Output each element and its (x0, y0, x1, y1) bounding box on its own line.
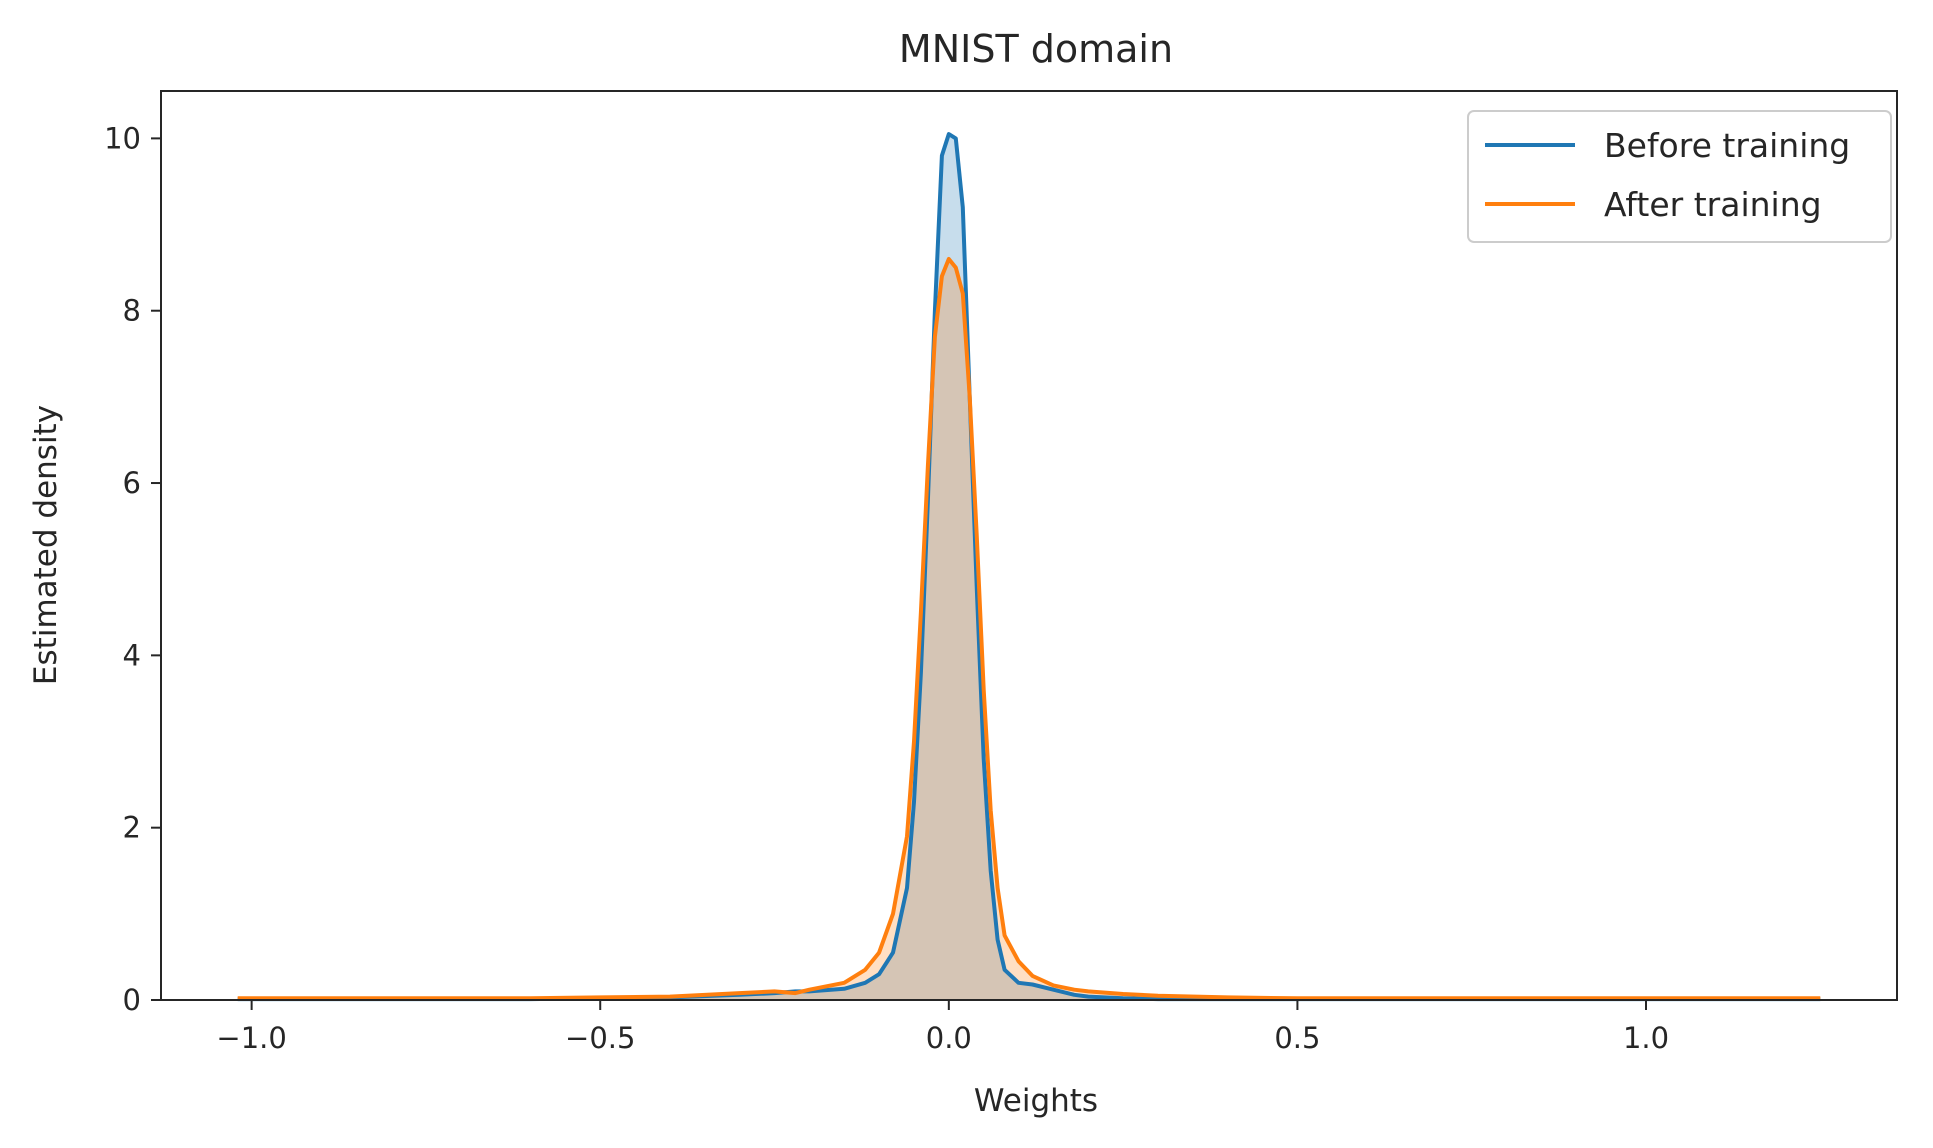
y-tick-label: 10 (104, 121, 141, 155)
density-area-after-training (237, 259, 1821, 1000)
x-tick-label: −1.0 (216, 1021, 286, 1055)
density-fills (237, 134, 1821, 1001)
x-tick-label: 0.5 (1274, 1021, 1320, 1055)
density-line-before-training (237, 132, 1821, 1002)
plot-frame (160, 90, 1898, 1001)
y-tick-label: 2 (123, 811, 141, 845)
x-tick-label: 1.0 (1623, 1021, 1669, 1055)
chart-title: MNIST domain (899, 27, 1173, 71)
y-tick-label: 8 (123, 294, 141, 328)
density-area-before-training (237, 134, 1821, 1001)
y-tick-label: 6 (123, 466, 141, 500)
x-tick-label: −0.5 (565, 1021, 635, 1055)
y-tick-label: 0 (123, 983, 141, 1017)
legend-label-before: Before training (1604, 126, 1850, 165)
legend-label-after: After training (1604, 185, 1822, 224)
density-lines (237, 132, 1821, 1002)
y-axis-label: Estimated density (28, 405, 64, 685)
legend: Before training After training (1467, 110, 1892, 243)
y-tick-label: 4 (123, 638, 141, 672)
x-axis: −1.0 −0.5 0.0 0.5 1.0 (216, 1000, 1669, 1055)
y-axis: 0 2 4 6 8 10 (104, 121, 161, 1017)
density-line-after-training (237, 257, 1821, 1001)
x-tick-label: 0.0 (926, 1021, 972, 1055)
x-axis-label: Weights (974, 1083, 1098, 1119)
